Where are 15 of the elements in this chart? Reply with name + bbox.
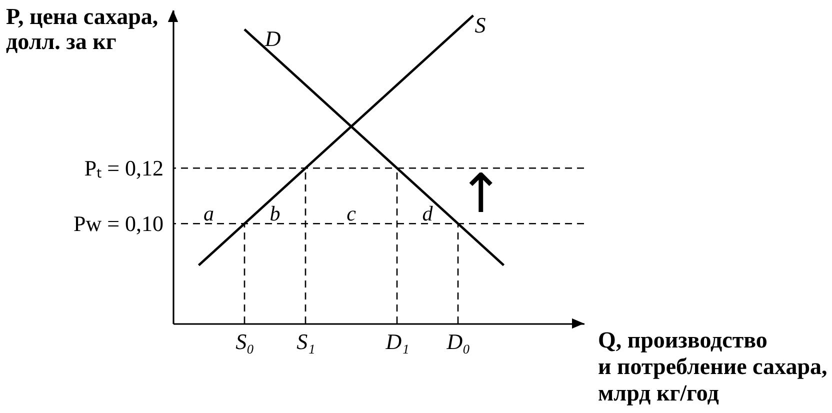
series-label: S (474, 12, 486, 38)
series-label: D (264, 26, 281, 51)
x-tick-label: S₁ (296, 329, 316, 354)
annotation: ↑ (458, 162, 504, 225)
y-axis-title: P, цена сахара, долл. за кг (6, 4, 158, 54)
x-tick-label: D₁ (384, 329, 410, 354)
x-tick-label: D₀ (446, 329, 470, 354)
y-tick-label: Pₜ = 0,12 (84, 156, 164, 181)
annotation: c (346, 202, 357, 226)
y-tick-label: Pw = 0,10 (73, 211, 164, 236)
annotation: a (204, 202, 214, 226)
annotation: b (270, 202, 280, 226)
x-tick-label: S₀ (236, 329, 254, 354)
annotation: d (422, 202, 434, 226)
x-axis-title: Q, производство и потребление сахара, млрд кг/год (598, 328, 828, 406)
